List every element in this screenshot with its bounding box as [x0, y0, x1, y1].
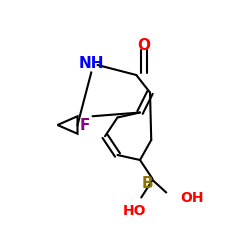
Text: HO: HO: [123, 204, 147, 218]
Text: F: F: [80, 118, 90, 132]
Text: OH: OH: [180, 190, 204, 204]
Text: O: O: [137, 38, 150, 52]
Text: B: B: [142, 176, 153, 191]
Text: NH: NH: [78, 56, 104, 71]
